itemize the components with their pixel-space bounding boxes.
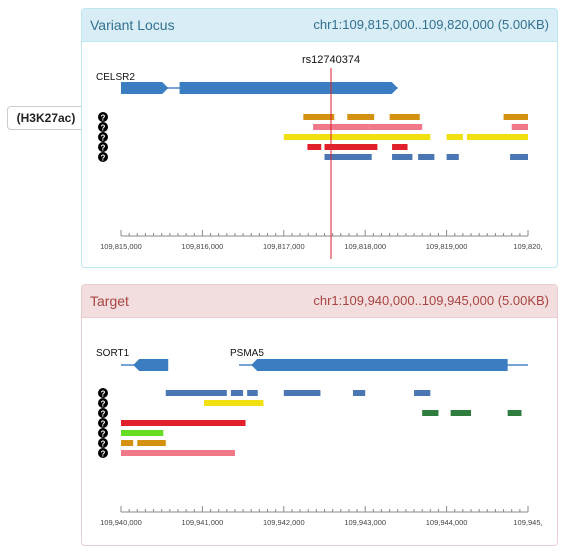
variant-locus-coords: chr1:109,815,000..109,820,000 (5.00KB) [313, 17, 549, 32]
axis-tick-label: 109,941,000 [182, 518, 224, 527]
target-panel-header: Target chr1:109,940,000..109,945,000 (5.… [82, 285, 557, 318]
axis-tick-label: 109,943,000 [344, 518, 386, 527]
track-feature[interactable] [121, 430, 164, 436]
track-feature[interactable] [511, 124, 528, 130]
track-feature[interactable] [418, 154, 435, 160]
help-icon[interactable] [98, 112, 108, 122]
help-icon-glyph: ? [101, 400, 106, 409]
help-icon-glyph: ? [101, 114, 106, 123]
track-feature[interactable] [507, 410, 522, 416]
track-feature[interactable] [352, 390, 366, 396]
help-icon-glyph: ? [101, 134, 106, 143]
track-feature[interactable] [389, 114, 420, 120]
track-feature[interactable] [283, 134, 431, 140]
help-icon[interactable] [98, 398, 108, 408]
track-feature[interactable] [247, 390, 258, 396]
help-icon-glyph: ? [101, 420, 106, 429]
track-feature[interactable] [466, 134, 528, 140]
track-feature[interactable] [414, 390, 431, 396]
celsr2-gene-exon[interactable] [179, 82, 398, 94]
track-feature[interactable] [121, 450, 235, 456]
variant-track-view: CELSR2????? 109,815,000 109,816,000 109,817… [96, 54, 543, 259]
track-feature[interactable] [121, 420, 246, 426]
sort1-gene-label: SORT1 [96, 348, 130, 359]
help-icon[interactable] [98, 408, 108, 418]
h3k27ac-tag[interactable]: (H3K27ac) [7, 106, 85, 130]
help-icon[interactable] [98, 122, 108, 132]
track-feature[interactable] [446, 154, 459, 160]
track-feature[interactable] [313, 124, 370, 130]
help-icon[interactable] [98, 438, 108, 448]
help-icon[interactable] [98, 448, 108, 458]
help-icon[interactable] [98, 428, 108, 438]
track-feature[interactable] [283, 390, 321, 396]
help-icon-glyph: ? [101, 430, 106, 439]
variant-panel-header: Variant Locus chr1:109,815,000..109,820,… [82, 9, 557, 42]
target-panel-title: Target [90, 293, 129, 309]
axis-tick-label: 109,940,000 [100, 518, 142, 527]
psma5-gene-exon[interactable] [251, 359, 508, 371]
target-locus-coords: chr1:109,940,000..109,945,000 (5.00KB) [313, 293, 549, 308]
help-icon-glyph: ? [101, 124, 106, 133]
track-feature[interactable] [446, 134, 463, 140]
help-icon-glyph: ? [101, 440, 106, 449]
track-feature[interactable] [422, 410, 439, 416]
track-feature[interactable] [165, 390, 227, 396]
help-icon-glyph: ? [101, 390, 106, 399]
axis-tick-label: 109,820, [513, 242, 542, 251]
track-feature[interactable] [347, 114, 375, 120]
help-icon[interactable] [98, 152, 108, 162]
help-icon[interactable] [98, 142, 108, 152]
celsr2-gene-exon[interactable] [121, 82, 169, 94]
celsr2-gene-label: CELSR2 [96, 72, 135, 83]
variant-panel-title: Variant Locus [90, 17, 175, 33]
track-feature[interactable] [324, 154, 372, 160]
axis-tick-label: 109,817,000 [263, 242, 305, 251]
track-feature[interactable] [392, 144, 408, 150]
target-panel: Target chr1:109,940,000..109,945,000 (5.… [81, 284, 558, 546]
axis-tick-label: 109,945, [513, 518, 542, 527]
axis-tick-label: 109,942,000 [263, 518, 305, 527]
track-feature[interactable] [121, 440, 134, 446]
help-icon[interactable] [98, 132, 108, 142]
axis-tick-label: 109,815,000 [100, 242, 142, 251]
track-feature[interactable] [392, 154, 413, 160]
track-feature[interactable] [510, 154, 528, 160]
help-icon-glyph: ? [101, 410, 106, 419]
track-feature[interactable] [137, 440, 166, 446]
help-icon[interactable] [98, 388, 108, 398]
track-feature[interactable] [369, 124, 423, 130]
track-feature[interactable] [450, 410, 472, 416]
track-feature[interactable] [204, 400, 264, 406]
track-feature[interactable] [303, 114, 335, 120]
help-icon-glyph: ? [101, 154, 106, 163]
axis-tick-label: 109,816,000 [182, 242, 224, 251]
help-icon-glyph: ? [101, 450, 106, 459]
track-feature[interactable] [307, 144, 322, 150]
sort1-gene-exon[interactable] [133, 359, 169, 371]
track-feature[interactable] [230, 390, 244, 396]
track-feature[interactable] [503, 114, 528, 120]
axis-tick-label: 109,944,000 [426, 518, 468, 527]
axis-tick-label: 109,819,000 [426, 242, 468, 251]
help-icon-glyph: ? [101, 144, 106, 153]
axis-tick-label: 109,818,000 [344, 242, 386, 251]
snp-label: rs12740374 [302, 54, 360, 66]
track-feature[interactable] [324, 144, 378, 150]
psma5-gene-label: PSMA5 [230, 348, 264, 359]
help-icon[interactable] [98, 418, 108, 428]
